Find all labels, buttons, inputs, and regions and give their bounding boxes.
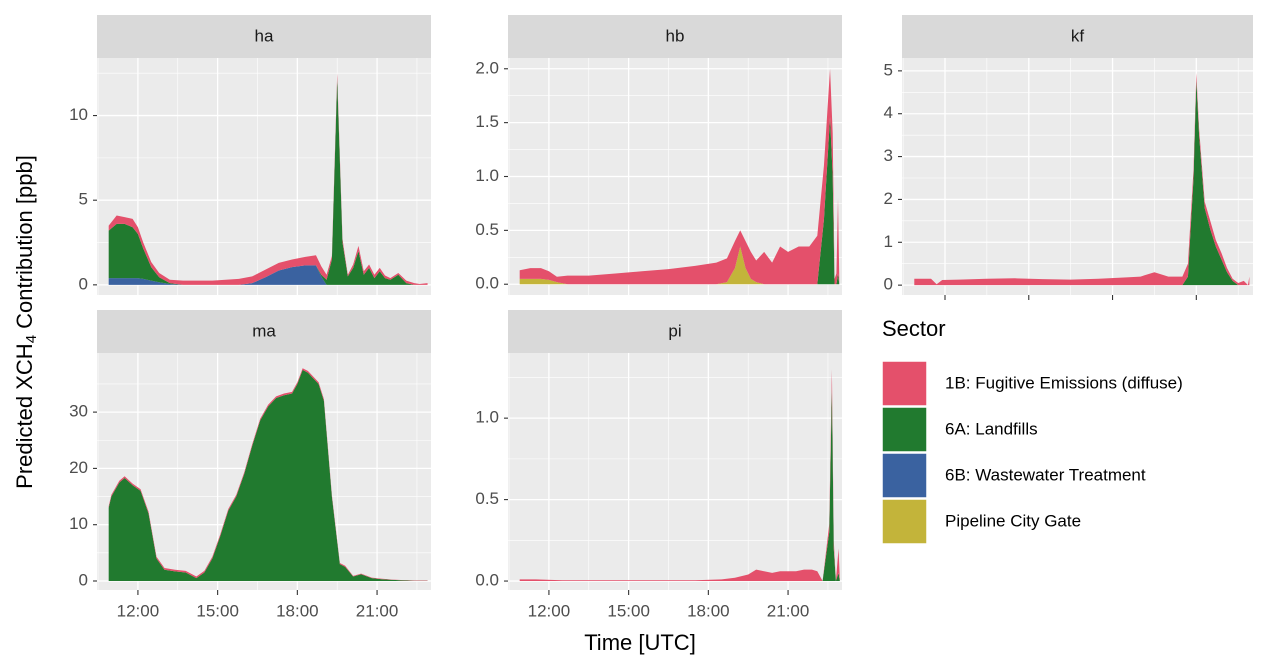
strip-background [97, 310, 431, 353]
area [914, 79, 1250, 286]
strip-label: ma [252, 321, 276, 340]
x-tick-label: 12:00 [528, 601, 571, 620]
x-tick-label: 15:00 [196, 601, 239, 620]
y-tick-label: 0.5 [475, 220, 499, 239]
y-tick-label: 0 [79, 570, 88, 589]
y-tick-label: 1.0 [475, 408, 499, 427]
y-tick-label: 2 [884, 189, 893, 208]
legend-label: 1B: Fugitive Emissions (diffuse) [945, 373, 1183, 392]
legend-key [881, 360, 928, 407]
legend-title: Sector [882, 316, 946, 341]
legend-key [881, 406, 928, 453]
x-tick-label: 15:00 [607, 601, 650, 620]
area [108, 369, 428, 581]
y-tick-label: 2.0 [475, 58, 499, 77]
legend-label: Pipeline City Gate [945, 511, 1081, 530]
x-tick-label: 18:00 [276, 601, 319, 620]
y-tick-label: 30 [69, 402, 88, 421]
strip-label: hb [666, 26, 685, 45]
strip-background [902, 15, 1253, 58]
y-axis-title: Predicted XCH4 Contribution [ppb] [12, 155, 40, 489]
y-tick-label: 0.0 [475, 571, 499, 590]
strip-background [508, 15, 842, 58]
panel-background [97, 58, 431, 295]
area [108, 78, 428, 285]
y-tick-label: 1.5 [475, 112, 499, 131]
y-tick-label: 0 [79, 274, 88, 293]
strip-label: kf [1071, 26, 1085, 45]
strip-label: ha [255, 26, 274, 45]
y-tick-label: 0.5 [475, 489, 499, 508]
y-tick-label: 1.0 [475, 166, 499, 185]
y-tick-label: 0.0 [475, 274, 499, 293]
y-tick-label: 5 [884, 60, 893, 79]
area [108, 265, 428, 285]
y-tick-label: 3 [884, 146, 893, 165]
x-tick-label: 18:00 [687, 601, 730, 620]
x-tick-label: 21:00 [767, 601, 810, 620]
y-tick-label: 0 [884, 275, 893, 294]
legend-label: 6A: Landfills [945, 419, 1038, 438]
y-tick-label: 1 [884, 232, 893, 251]
legend-key [881, 498, 928, 545]
y-axis-title-part: Predicted XCH [12, 343, 37, 489]
strip-background [97, 15, 431, 58]
strip-label: pi [668, 321, 681, 340]
y-tick-label: 20 [69, 458, 88, 477]
y-tick-label: 5 [79, 190, 88, 209]
y-tick-label: 10 [69, 105, 88, 124]
y-axis-title-part: Contribution [ppb] [12, 155, 37, 335]
legend-label: 6B: Wastewater Treatment [945, 465, 1146, 484]
x-tick-label: 12:00 [117, 601, 160, 620]
y-tick-label: 4 [884, 103, 893, 122]
x-axis-title: Time [UTC] [584, 630, 696, 655]
panel-background [508, 353, 842, 590]
legend-key [881, 452, 928, 499]
y-tick-label: 10 [69, 514, 88, 533]
y-axis-title-subscript: 4 [23, 335, 40, 343]
area [519, 68, 840, 285]
strip-background [508, 310, 842, 353]
x-tick-label: 21:00 [356, 601, 399, 620]
